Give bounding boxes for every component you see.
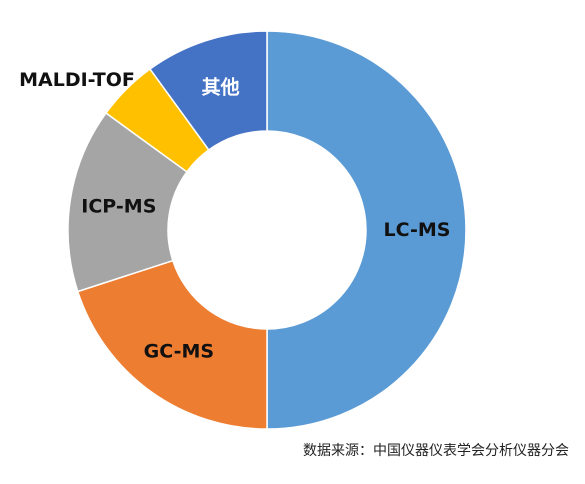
slice-lc-ms-label: LC-MS xyxy=(384,219,451,241)
slice-labels: LC-MS GC-MS ICP-MS MALDI-TOF 其他 xyxy=(19,69,450,362)
slice-gc-ms xyxy=(76,259,268,430)
slice-other xyxy=(148,30,268,151)
donut-slices xyxy=(67,30,467,430)
source-note: 数据来源：中国仪器仪表学会分析仪器分会 xyxy=(303,443,569,459)
slice-lc-ms xyxy=(266,30,467,430)
slice-maldi-tof-label: MALDI-TOF xyxy=(19,69,135,91)
slice-gc-ms-label: GC-MS xyxy=(144,340,214,362)
slice-icp-ms-label: ICP-MS xyxy=(81,196,156,218)
slice-other-label: 其他 xyxy=(202,75,240,98)
